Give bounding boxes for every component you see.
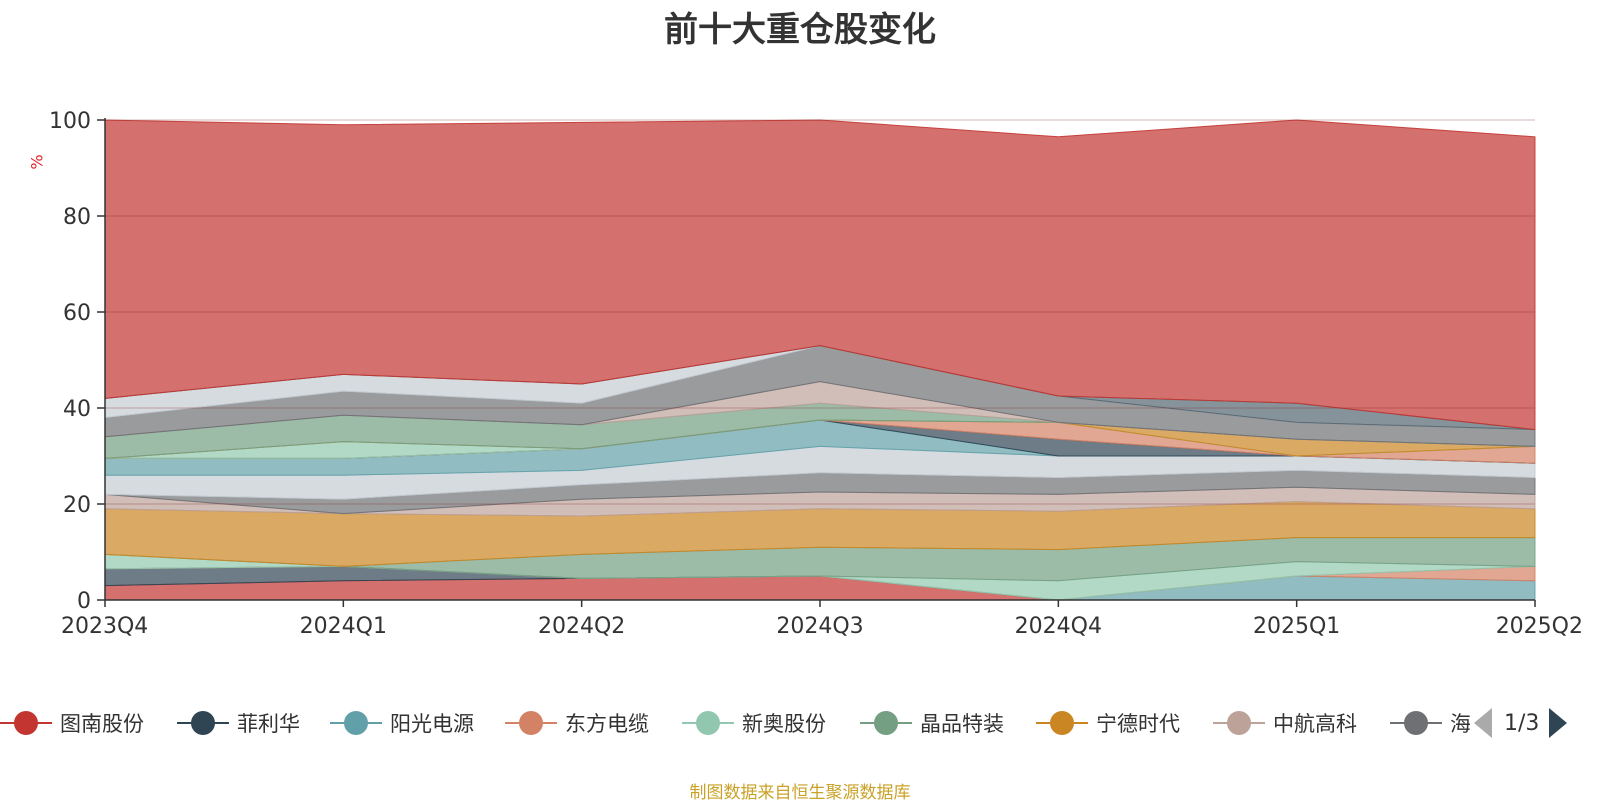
grid-lines: [105, 119, 1535, 505]
legend-item[interactable]: 晶品特装: [860, 703, 1004, 743]
y-tick-label: 80: [63, 205, 91, 230]
legend-marker-icon: [682, 703, 734, 743]
chart-title: 前十大重仓股变化: [664, 10, 936, 50]
legend-item-label: 海光信息: [1450, 712, 1470, 736]
legend-item-label: 菲利华: [237, 712, 300, 736]
y-tick-label: 0: [77, 589, 91, 614]
x-tick-label: 2024Q4: [1015, 614, 1102, 639]
legend-item[interactable]: 菲利华: [177, 703, 300, 743]
legend-item[interactable]: 阳光电源: [330, 703, 474, 743]
y-tick-label: 20: [63, 493, 91, 518]
x-tick-label: 2023Q4: [61, 614, 148, 639]
legend-item-label: 晶品特装: [920, 712, 1004, 736]
area-series-layer: [104, 119, 1536, 601]
legend-pager: 1/3: [1470, 703, 1600, 743]
legend-marker-icon: [505, 703, 557, 743]
legend-prev-page-button[interactable]: [1474, 708, 1492, 738]
legend: 图南股份 菲利华 阳光电源 东方电缆 新奥股份 晶品特装 宁德时代 中航高科 海光信息: [0, 703, 1470, 743]
legend-item-label: 东方电缆: [565, 712, 649, 736]
area-series-20[interactable]: [104, 119, 1536, 431]
axis-labels: 0 20 40 60 80 100 2023Q4 2024Q1 2024Q2 2024Q3 2024…: [49, 109, 1583, 639]
y-tick-label: 40: [63, 397, 91, 422]
axes: [97, 118, 1536, 607]
legend-page-indicator: 1/3: [1504, 710, 1540, 736]
legend-item[interactable]: 东方电缆: [505, 703, 649, 743]
y-tick-label: 100: [49, 109, 91, 134]
legend-item-label: 中航高科: [1273, 712, 1357, 736]
x-tick-label: 2024Q1: [300, 614, 387, 639]
legend-marker-icon: [330, 703, 382, 743]
legend-marker-icon: [177, 703, 229, 743]
stacked-area-chart: 0 20 40 60 80 100 2023Q4 2024Q1 2024Q2 2024Q3 2024…: [28, 109, 1584, 639]
legend-item[interactable]: 图南股份: [0, 703, 144, 743]
legend-item[interactable]: 新奥股份: [682, 703, 826, 743]
legend-item[interactable]: 宁德时代: [1036, 703, 1180, 743]
legend-marker-icon: [0, 703, 52, 743]
x-tick-label: 2025Q1: [1253, 614, 1340, 639]
y-axis-unit-label: %: [28, 154, 47, 169]
y-tick-label: 60: [63, 301, 91, 326]
source-note: 制图数据来自恒生聚源数据库: [689, 783, 911, 803]
x-tick-label: 2024Q3: [776, 614, 863, 639]
legend-item-label: 新奥股份: [742, 712, 826, 736]
x-tick-label: 2024Q2: [538, 614, 625, 639]
legend-marker-icon: [1036, 703, 1088, 743]
legend-item[interactable]: 海光信息: [1390, 703, 1470, 743]
legend-marker-icon: [860, 703, 912, 743]
legend-item-label: 宁德时代: [1096, 712, 1180, 736]
legend-item-label: 图南股份: [60, 712, 144, 736]
legend-marker-icon: [1390, 703, 1442, 743]
x-tick-label: 2025Q2: [1496, 614, 1583, 639]
legend-item[interactable]: 中航高科: [1213, 703, 1357, 743]
legend-next-page-button[interactable]: [1549, 708, 1568, 738]
legend-item-label: 阳光电源: [390, 712, 474, 736]
legend-marker-icon: [1213, 703, 1265, 743]
